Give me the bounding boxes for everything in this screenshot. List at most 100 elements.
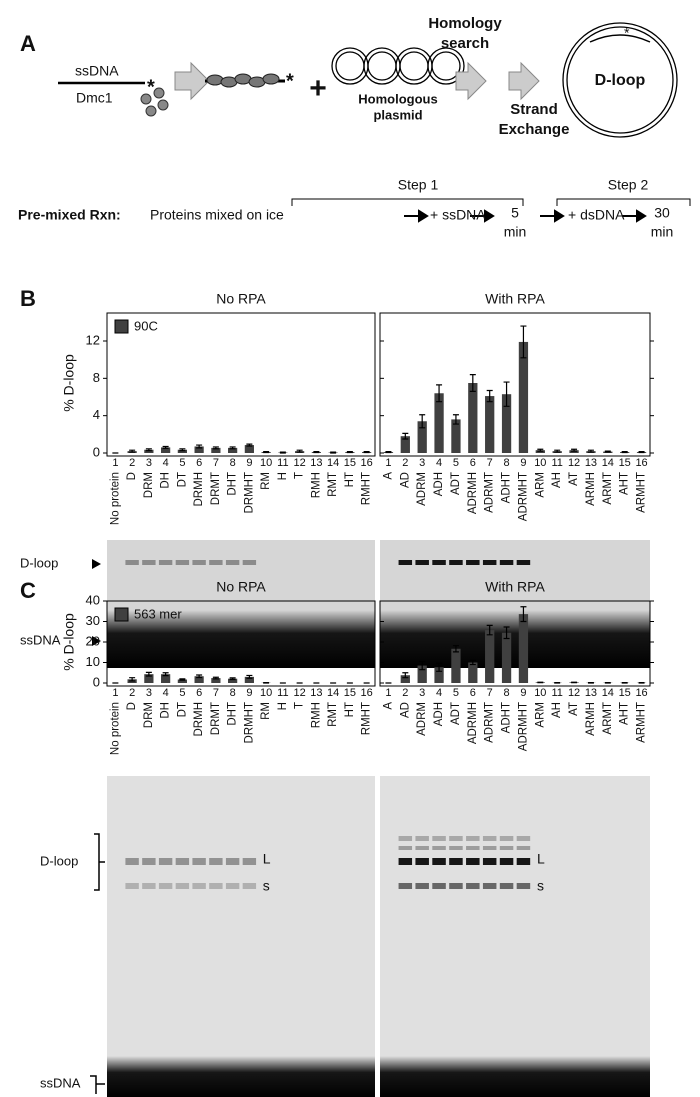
label: Strand xyxy=(510,101,558,118)
lane-number: 14 xyxy=(327,687,339,699)
gel-band xyxy=(242,883,257,889)
lane-number: 16 xyxy=(635,457,647,469)
lane-number: 7 xyxy=(487,457,493,469)
gel-band xyxy=(192,560,206,565)
lane-label: DT xyxy=(176,472,188,487)
lane-label: ADRM xyxy=(416,702,428,736)
bar xyxy=(468,383,478,453)
bar xyxy=(468,662,478,683)
lane-number: 13 xyxy=(585,457,597,469)
gel-smear xyxy=(380,610,650,668)
lane-number: 5 xyxy=(453,457,459,469)
lane-number: 11 xyxy=(551,687,562,699)
lane-label: ADRMHT xyxy=(517,472,529,521)
label: search xyxy=(441,35,489,52)
lane-label: H xyxy=(277,472,289,480)
lane-number: 1 xyxy=(385,457,391,469)
legend-swatch xyxy=(114,607,129,622)
error-bar xyxy=(537,448,544,452)
gel-band xyxy=(499,858,514,865)
lane-label: T xyxy=(294,472,306,479)
error-bar xyxy=(571,448,578,452)
chart-title: No RPA xyxy=(216,579,266,595)
y-tick-label: 12 xyxy=(86,332,100,347)
gel-band xyxy=(482,560,497,565)
lane-number: 2 xyxy=(129,687,135,699)
gel-arrow xyxy=(92,559,101,569)
lane-number: 12 xyxy=(568,687,580,699)
bar xyxy=(501,394,512,453)
bar xyxy=(518,614,529,683)
asterisk: * xyxy=(286,70,294,92)
bar xyxy=(518,341,529,453)
lane-number: 2 xyxy=(402,687,408,699)
label: ssDNA xyxy=(75,63,119,79)
lane-number: 4 xyxy=(163,457,169,469)
lane-number: 2 xyxy=(129,457,135,469)
lane-label: ARMH xyxy=(585,702,597,736)
error-bar xyxy=(436,384,443,403)
error-bar xyxy=(363,451,370,454)
error-bar xyxy=(469,659,476,666)
error-bar xyxy=(503,381,510,407)
gel-band xyxy=(482,846,497,850)
gel-smear xyxy=(107,610,375,668)
gel-band xyxy=(499,836,514,841)
lane-label: AT xyxy=(568,472,580,486)
gel-band xyxy=(449,560,463,565)
error-bar xyxy=(162,672,169,677)
y-tick-label: 0 xyxy=(93,444,100,459)
lane-label: RMT xyxy=(327,472,339,497)
chart-title: With RPA xyxy=(485,579,545,595)
lane-label: D xyxy=(126,472,138,480)
gel-band xyxy=(398,858,413,865)
lane-number: 8 xyxy=(230,687,236,699)
lane-number: 4 xyxy=(163,687,169,699)
gel-label: ssDNA xyxy=(40,1075,81,1090)
bracket xyxy=(94,833,105,891)
lane-number: 15 xyxy=(619,457,631,469)
error-bar xyxy=(486,624,493,636)
bar xyxy=(451,648,461,683)
error-bar xyxy=(621,451,628,454)
lane-label: H xyxy=(277,702,289,710)
dmc1-proteins xyxy=(140,87,169,117)
error-bar xyxy=(587,449,594,453)
plot-frame xyxy=(379,600,651,687)
label: Exchange xyxy=(499,121,570,138)
gel-band xyxy=(192,858,206,865)
bracket xyxy=(556,198,691,206)
lane-number: 6 xyxy=(470,687,476,699)
label: Step 2 xyxy=(608,177,649,193)
lane-label: AD xyxy=(399,702,411,718)
error-bar xyxy=(330,451,337,454)
error-bar xyxy=(179,448,186,452)
gel-band xyxy=(125,883,139,889)
lane-number: 9 xyxy=(520,457,526,469)
gel-band xyxy=(142,883,156,889)
lane-label: ARMT xyxy=(602,702,614,735)
asterisk: * xyxy=(624,25,630,41)
lane-number: 9 xyxy=(246,687,252,699)
lane-number: 16 xyxy=(361,457,373,469)
lane-number: 10 xyxy=(534,687,546,699)
label: 30 xyxy=(654,205,670,221)
error-bar xyxy=(263,451,270,454)
lane-number: 3 xyxy=(146,457,152,469)
error-bar xyxy=(246,674,253,679)
lane-number: 12 xyxy=(294,457,306,469)
lane-label: ADRM xyxy=(416,472,428,506)
label: Proteins mixed on ice xyxy=(150,207,284,223)
lane-number: 15 xyxy=(344,687,356,699)
diagram: ssDNA * Dmc1 * + Homologous plasmid Homo… xyxy=(58,15,678,138)
bar xyxy=(244,445,254,453)
lane-label: DRM xyxy=(143,472,155,498)
gel-band xyxy=(466,858,480,865)
error-bar xyxy=(452,645,459,653)
lane-label: No protein xyxy=(109,702,121,755)
gel-band xyxy=(432,883,446,889)
lane-number: 3 xyxy=(419,457,425,469)
label: min xyxy=(504,224,527,240)
lane-number: 12 xyxy=(294,687,306,699)
